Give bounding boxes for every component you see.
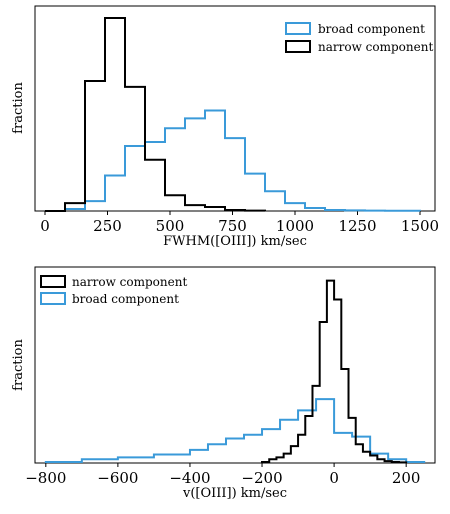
legend-swatch-broad (40, 292, 66, 305)
series-narrow-step (261, 279, 408, 464)
x-tick-label: 1500 (401, 217, 439, 235)
legend-label-narrow: narrow component (72, 275, 187, 289)
x-ticks: −800 −600 −400 −200 0 200 (25, 463, 420, 487)
legend-swatch-narrow (40, 275, 66, 288)
x-tick-label: −200 (241, 469, 282, 487)
plot-frame (34, 266, 436, 464)
x-axis-label: FWHM([OIII]) km/sec (163, 234, 307, 249)
legend: narrow component broad component (40, 275, 187, 306)
x-tick-label: 0 (40, 217, 50, 235)
velocity-histogram-panel: −800 −600 −400 −200 0 200 v([OIII]) km/sec fr… (11, 266, 436, 501)
fwhm-histogram-panel: 0 250 500 750 1000 1250 1500 FWHM([OIII]) km/s… (11, 5, 439, 249)
x-ticks: 0 250 500 750 1000 1250 1500 (40, 211, 439, 235)
x-tick-label: 250 (93, 217, 122, 235)
x-tick-label: 1000 (276, 217, 314, 235)
series-narrow-step (45, 16, 266, 212)
x-tick-label: −600 (97, 469, 138, 487)
legend: broad component narrow component (285, 22, 433, 54)
x-tick-label: 0 (329, 469, 339, 487)
x-tick-label: 1250 (338, 217, 376, 235)
series-broad-step (45, 109, 421, 212)
series-broad-step (44, 398, 426, 464)
y-axis-label: fraction (11, 82, 26, 134)
legend-swatch-broad (285, 22, 311, 35)
x-tick-label: 200 (392, 469, 421, 487)
legend-label-narrow: narrow component (318, 40, 433, 54)
y-axis-label: fraction (11, 339, 26, 391)
legend-label-broad: broad component (72, 292, 179, 306)
plot-frame (34, 5, 436, 212)
series-group (44, 279, 426, 464)
legend-swatch-narrow (285, 40, 311, 53)
x-tick-label: −400 (169, 469, 210, 487)
legend-label-broad: broad component (318, 22, 425, 36)
x-tick-label: 500 (156, 217, 185, 235)
x-tick-label: 750 (218, 217, 247, 235)
x-tick-label: −800 (25, 469, 66, 487)
x-axis-label: v([OIII]) km/sec (182, 486, 287, 501)
series-group (45, 16, 421, 212)
